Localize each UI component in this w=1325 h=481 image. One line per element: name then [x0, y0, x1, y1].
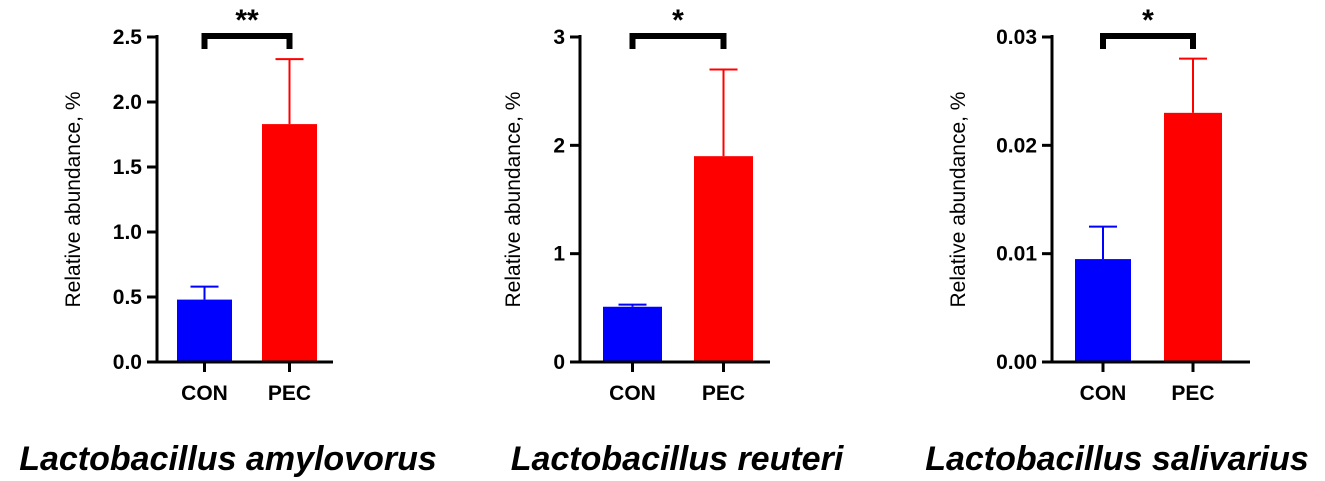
- x-tick-label-con: CON: [609, 382, 656, 405]
- x-tick-label-pec: PEC: [268, 382, 311, 405]
- chart-panel-2: 0 1 2 3 CON PEC Relative abundance, % * Lactobac…: [502, 4, 845, 478]
- significance-marker: **: [235, 4, 259, 37]
- y-tick-label: 0.03: [996, 26, 1037, 49]
- bar-con: [1075, 259, 1131, 362]
- y-tick-label: 0: [553, 351, 565, 374]
- y-tick-label: 0.0: [113, 351, 142, 374]
- chart-title: Lactobacillus amylovorus: [19, 440, 437, 478]
- bar-pec: [262, 124, 317, 362]
- y-tick-label: 3: [553, 26, 565, 49]
- y-tick-label: 0.5: [113, 286, 143, 309]
- y-tick-label: 2.5: [113, 26, 143, 49]
- y-axis-label: Relative abundance, %: [502, 92, 525, 308]
- y-tick-label: 1.0: [113, 221, 142, 244]
- y-tick-label: 0.00: [996, 351, 1037, 374]
- bar-con: [603, 306, 662, 362]
- y-tick-label: 1: [553, 243, 565, 266]
- significance-bracket: [201, 33, 293, 49]
- y-axis-label: Relative abundance, %: [62, 92, 85, 308]
- chart-title: Lactobacillus reuteri: [511, 440, 845, 478]
- y-axis-label: Relative abundance, %: [947, 92, 970, 308]
- x-tick-label-con: CON: [1080, 382, 1127, 405]
- chart-panel-1: 0.0 0.5 1.0 1.5 2.0 2.5 CON PEC Relative abundan…: [19, 4, 437, 478]
- chart-title: Lactobacillus salivarius: [925, 440, 1309, 478]
- significance-bracket: [629, 33, 727, 49]
- significance-marker: *: [1142, 4, 1154, 37]
- bar-pec: [694, 156, 753, 362]
- y-tick-label: 1.5: [113, 156, 143, 179]
- bar-con: [177, 299, 232, 362]
- chart-panel-3: 0.00 0.01 0.02 0.03 CON PEC Relative abundance…: [925, 4, 1309, 478]
- x-tick-label-pec: PEC: [702, 382, 745, 405]
- x-tick-label-pec: PEC: [1171, 382, 1214, 405]
- y-tick-label: 2.0: [113, 91, 142, 114]
- bar-pec: [1164, 112, 1222, 362]
- x-tick-label-con: CON: [181, 382, 228, 405]
- significance-bracket: [1100, 33, 1196, 49]
- y-tick-label: 0.02: [996, 134, 1037, 157]
- y-tick-label: 0.01: [996, 243, 1037, 266]
- significance-marker: *: [672, 4, 684, 37]
- y-tick-label: 2: [553, 134, 565, 157]
